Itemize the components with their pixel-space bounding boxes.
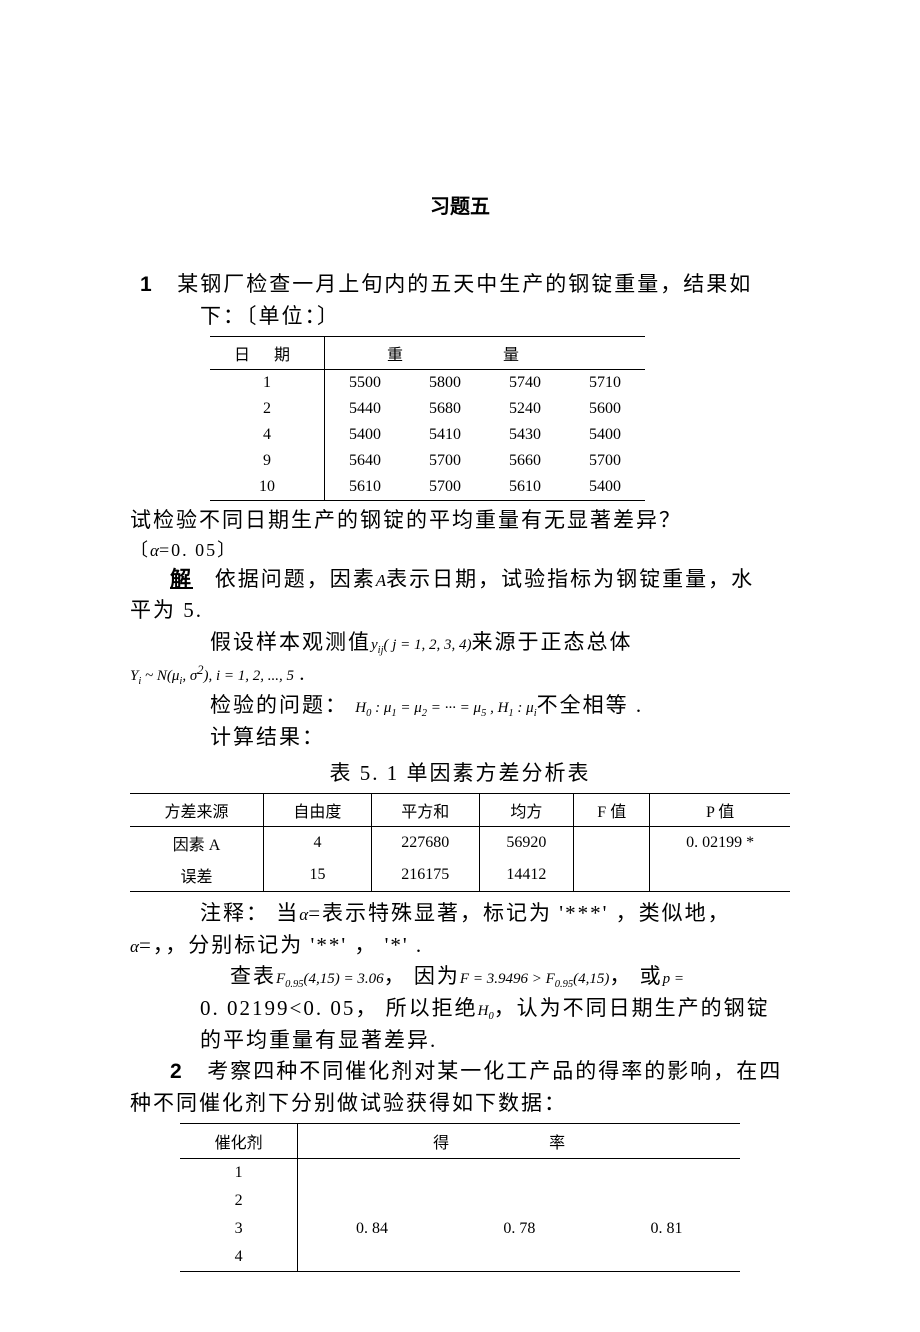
- q1-number: 1: [140, 269, 170, 301]
- table-cell: [574, 859, 650, 892]
- table-cell: 5610: [325, 474, 406, 501]
- q1-conclusion: 的平均重量有显著差异.: [130, 1025, 790, 1057]
- q1-reject: 0. 02199<0. 05， 所以拒绝H0，认为不同日期生产的钢锭: [130, 993, 790, 1025]
- table-cell: 5640: [325, 448, 406, 474]
- solution-label: 解: [170, 567, 193, 591]
- table-cell: 0. 81: [593, 1215, 740, 1243]
- table-cell: [593, 1243, 740, 1272]
- q1-note-2: α=，，分别标记为 '**' ， '*' .: [130, 930, 790, 962]
- anova-caption: 表 5. 1 单因素方差分析表: [130, 757, 790, 787]
- q1-solution-1: 解 依据问题，因素A表示日期，试验指标为钢锭重量，水: [130, 564, 790, 596]
- q2-intro: 2 考察四种不同催化剂对某一化工产品的得率的影响，在四: [130, 1056, 790, 1088]
- q1-hypothesis: 检验的问题： H0 : μ1 = μ2 = ··· = μ5 , H1 : μi…: [130, 690, 790, 722]
- table-cell: 5700: [405, 448, 485, 474]
- table-cell: 56920: [479, 827, 574, 860]
- q2-intro-b: 种不同催化剂下分别做试验获得如下数据：: [130, 1088, 790, 1120]
- q1-intro-a: 某钢厂检查一月上旬内的五天中生产的钢锭重量，结果如: [177, 272, 752, 296]
- table-cell: 5700: [405, 474, 485, 501]
- table-header: 自由度: [264, 794, 372, 827]
- table-cell: 4: [180, 1243, 298, 1272]
- table-cell: 5680: [405, 396, 485, 422]
- page-title: 习题五: [130, 190, 790, 219]
- anova-table: 方差来源自由度平方和均方F 值P 值 因素 A422768056920 0. 02…: [130, 793, 790, 892]
- hdr-date: 日 期: [210, 337, 325, 370]
- table-cell: [446, 1243, 593, 1272]
- formula-p: p =: [663, 971, 684, 987]
- table-cell: [298, 1243, 446, 1272]
- alpha-sym: α: [150, 541, 159, 560]
- table-cell: 5400: [325, 422, 406, 448]
- table-cell: 5430: [485, 422, 565, 448]
- formula-H0: H0 : μ1 = μ2 = ··· = μ5 , H1 : μi: [355, 700, 536, 716]
- table-cell: 因素 A: [130, 827, 264, 860]
- table-cell: 5800: [405, 370, 485, 397]
- catalyst-table: 催化剂 得率 1 2 30. 840. 780. 81 4: [180, 1123, 740, 1272]
- hdr-catalyst: 催化剂: [180, 1124, 298, 1159]
- table-header: P 值: [650, 794, 790, 827]
- table-cell: 5500: [325, 370, 406, 397]
- table-cell: 5240: [485, 396, 565, 422]
- q1-solution-1c: 平为 5.: [130, 595, 790, 627]
- formula-Yi: Yi ~ N(μi, σ2), i = 1, 2, ..., 5: [130, 668, 294, 684]
- table-header: 均方: [479, 794, 574, 827]
- table-cell: [593, 1159, 740, 1188]
- hdr-weight: 重量: [325, 337, 646, 370]
- formula-yij: yij( j = 1, 2, 3, 4): [371, 637, 472, 653]
- formula-F095: F0.95(4,15) = 3.06: [276, 971, 384, 987]
- table-cell: [298, 1159, 446, 1188]
- table-cell: 5410: [405, 422, 485, 448]
- table-cell: 2: [210, 396, 325, 422]
- formula-H0-short: H0: [478, 1003, 494, 1019]
- q1-test-q: 试检验不同日期生产的钢锭的平均重量有无显著差异？: [130, 505, 790, 537]
- table-cell: 5740: [485, 370, 565, 397]
- table-cell: 5660: [485, 448, 565, 474]
- table-header: 方差来源: [130, 794, 264, 827]
- table-cell: [446, 1159, 593, 1188]
- table-cell: 1: [180, 1159, 298, 1188]
- q1-lookup: 查表F0.95(4,15) = 3.06， 因为F = 3.9496 > F0.…: [130, 961, 790, 993]
- table-cell: 1: [210, 370, 325, 397]
- table-cell: 误差: [130, 859, 264, 892]
- table-header: 平方和: [371, 794, 479, 827]
- q1-alpha-line: 〔α=0. 05〕: [130, 537, 790, 564]
- table-cell: 5440: [325, 396, 406, 422]
- q1-calc: 计算结果：: [130, 722, 790, 754]
- table-cell: 5610: [485, 474, 565, 501]
- q1-assume: 假设样本观测值yij( j = 1, 2, 3, 4)来源于正态总体: [130, 627, 790, 659]
- table-cell: [593, 1187, 740, 1215]
- table-cell: 5400: [565, 422, 645, 448]
- table-cell: 5700: [565, 448, 645, 474]
- q1-intro-b: 下：〔单位：〕: [130, 301, 790, 333]
- hdr-rate: 得率: [298, 1124, 740, 1159]
- table-cell: 3: [180, 1215, 298, 1243]
- q1-dist: Yi ~ N(μi, σ2), i = 1, 2, ..., 5 .: [130, 658, 790, 690]
- table-cell: [650, 859, 790, 892]
- weight-table: 日 期 重量 15500580057405710 2544056805240560…: [210, 336, 645, 501]
- table-cell: 14412: [479, 859, 574, 892]
- table-cell: 0. 84: [298, 1215, 446, 1243]
- table-cell: 0. 78: [446, 1215, 593, 1243]
- formula-Fcmp: F = 3.9496 > F0.95(4,15): [460, 971, 609, 987]
- table-cell: 2: [180, 1187, 298, 1215]
- table-cell: [574, 827, 650, 860]
- table-cell: 227680: [371, 827, 479, 860]
- table-header: F 值: [574, 794, 650, 827]
- table-cell: 15: [264, 859, 372, 892]
- table-cell: [298, 1187, 446, 1215]
- q1-intro: 1 某钢厂检查一月上旬内的五天中生产的钢锭重量，结果如: [130, 269, 790, 301]
- table-cell: 5400: [565, 474, 645, 501]
- table-cell: 5600: [565, 396, 645, 422]
- table-cell: 10: [210, 474, 325, 501]
- table-cell: 4: [264, 827, 372, 860]
- table-cell: 9: [210, 448, 325, 474]
- table-cell: 216175: [371, 859, 479, 892]
- table-cell: 0. 02199 *: [650, 827, 790, 860]
- q2-number: 2: [170, 1056, 200, 1088]
- table-cell: [446, 1187, 593, 1215]
- table-cell: 4: [210, 422, 325, 448]
- table-cell: 5710: [565, 370, 645, 397]
- q1-note-1: 注释： 当α=表示特殊显著，标记为 '***' ，类似地，: [130, 898, 790, 930]
